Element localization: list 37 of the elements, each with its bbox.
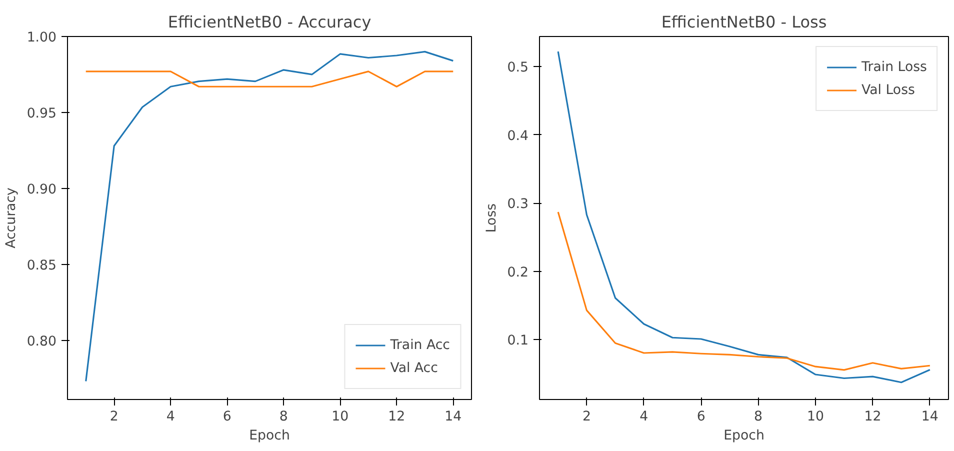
x-tick-label: 2: [582, 410, 591, 424]
y-tick-label: 0.95: [26, 106, 57, 122]
legend-label: Val Acc: [390, 360, 438, 376]
x-tick-label: 6: [696, 410, 706, 424]
line-series: [557, 50, 931, 384]
x-tick-label: 8: [279, 410, 288, 424]
line-series: [557, 211, 931, 371]
y-tick-label: 0.1: [507, 334, 529, 349]
legend-label: Train Loss: [862, 60, 927, 74]
x-tick-label: 14: [921, 410, 938, 424]
legend-label: Val Loss: [862, 82, 915, 98]
y-axis-title: Loss: [484, 203, 500, 233]
y-tick-label: 0.3: [507, 197, 529, 212]
y-tick-label: 0.85: [26, 258, 57, 274]
chart-title: EfficientNetB0 - Accuracy: [168, 12, 372, 32]
x-tick-label: 14: [444, 410, 462, 424]
line-series: [85, 50, 454, 382]
x-tick-label: 10: [332, 410, 349, 424]
x-tick-label: 10: [807, 410, 824, 424]
chart-title: EfficientNetB0 - Loss: [661, 12, 827, 32]
y-tick-label: 0.2: [507, 265, 529, 280]
y-tick-label: 1.00: [26, 30, 57, 46]
x-tick-label: 2: [110, 410, 118, 424]
x-tick-label: 12: [388, 410, 406, 424]
x-tick-label: 12: [864, 410, 882, 424]
x-tick-label: 6: [222, 410, 232, 424]
y-tick-label: 0.90: [26, 182, 57, 198]
x-tick-label: 8: [754, 410, 763, 424]
x-tick-label: 4: [640, 410, 648, 424]
y-tick-label: 0.4: [507, 128, 529, 144]
y-tick-label: 0.5: [507, 60, 529, 76]
x-axis-title: Epoch: [249, 428, 290, 444]
y-tick-label: 0.80: [26, 334, 57, 350]
y-axis-title: Accuracy: [4, 187, 19, 248]
x-axis-title: Epoch: [724, 428, 764, 444]
x-tick-label: 4: [166, 410, 175, 424]
legend-label: Train Acc: [390, 338, 450, 352]
